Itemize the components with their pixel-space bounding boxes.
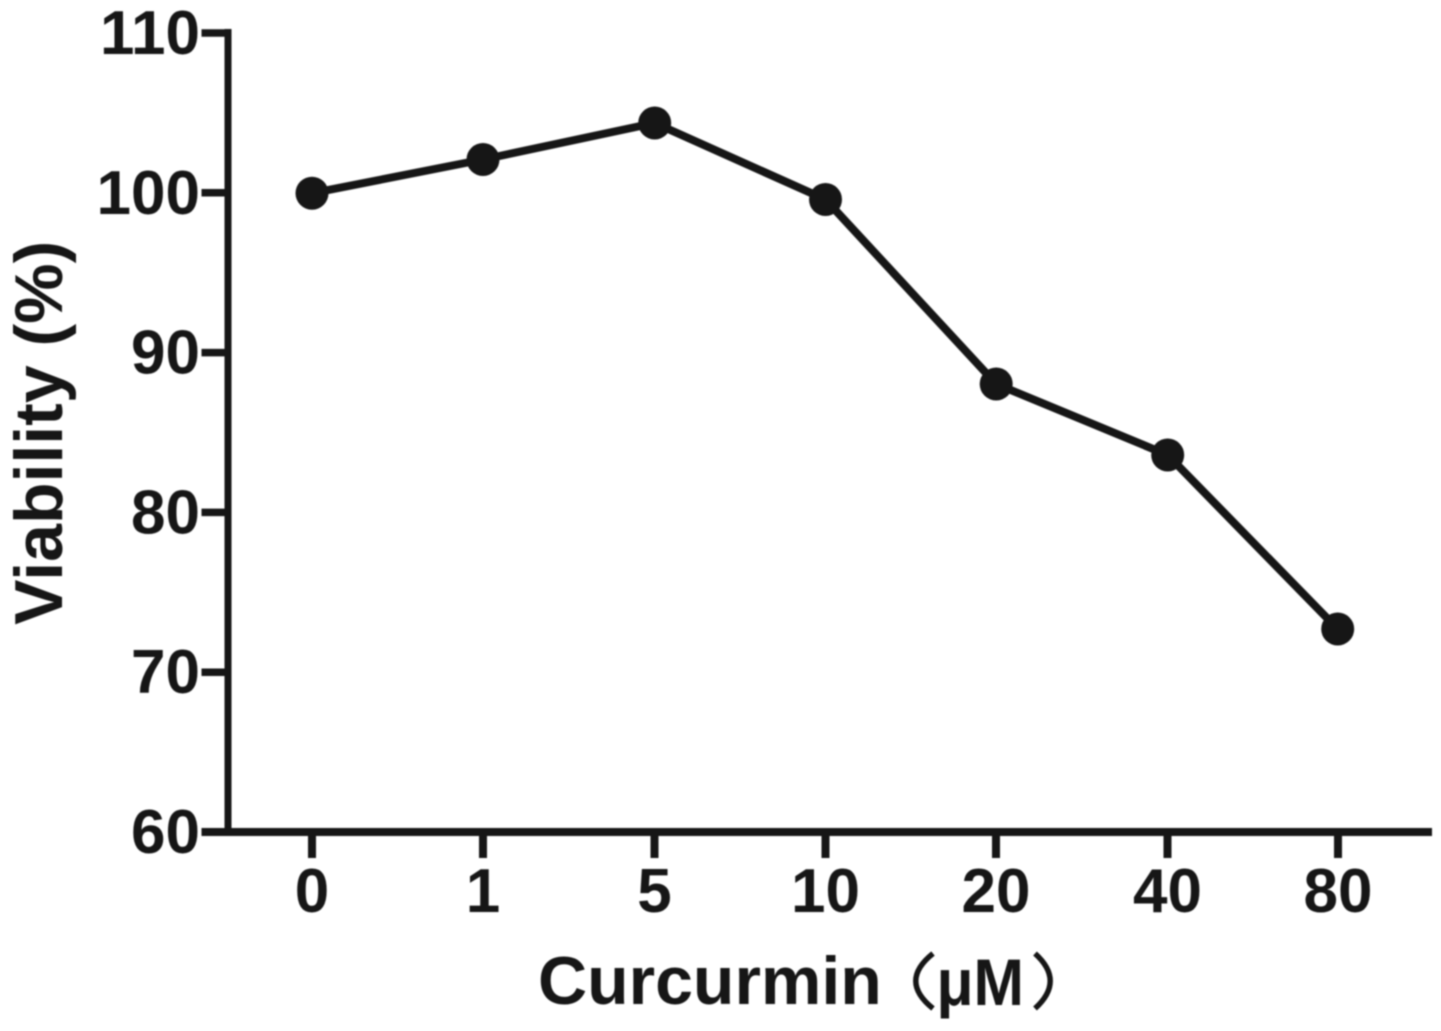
svg-text:μM: μM (937, 945, 1025, 1019)
svg-text:90: 90 (131, 319, 200, 388)
svg-text:5: 5 (637, 857, 671, 926)
svg-text:40: 40 (1133, 857, 1202, 926)
svg-text:Viability (%): Viability (%) (1, 241, 77, 625)
svg-text:80: 80 (131, 478, 200, 547)
svg-text:100: 100 (97, 159, 200, 228)
svg-text:80: 80 (1304, 857, 1373, 926)
svg-text:60: 60 (131, 798, 200, 867)
svg-text:0: 0 (295, 857, 329, 926)
svg-text:10: 10 (791, 857, 860, 926)
svg-text:Curcurmin: Curcurmin (538, 943, 882, 1019)
svg-text:1: 1 (466, 857, 500, 926)
svg-text:20: 20 (962, 857, 1031, 926)
svg-text:70: 70 (131, 638, 200, 707)
svg-text:110: 110 (100, 0, 200, 68)
